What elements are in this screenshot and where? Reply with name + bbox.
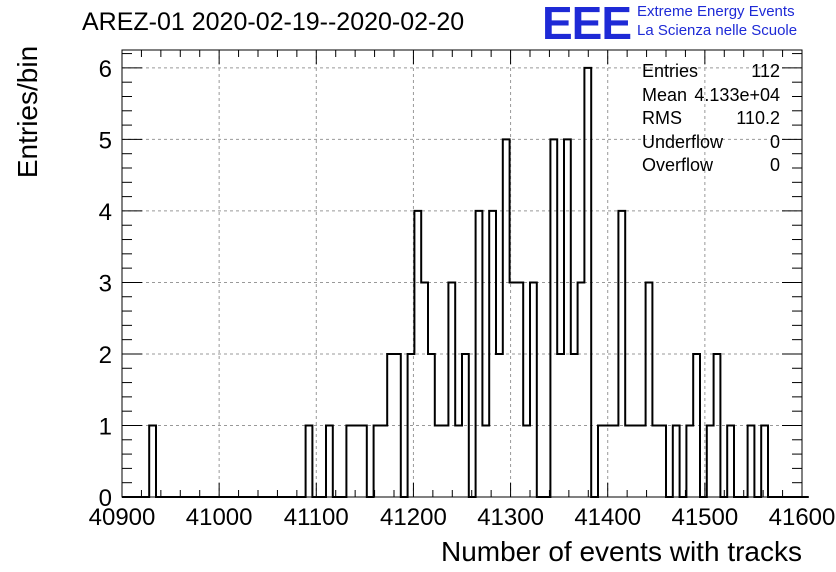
y-axis-label: Entries/bin bbox=[12, 45, 44, 179]
histogram-bin bbox=[360, 425, 367, 497]
histogram-bin bbox=[516, 282, 523, 497]
histogram-bin bbox=[374, 425, 381, 497]
histogram-bin bbox=[421, 282, 428, 497]
stat-rms: RMS 110.2 bbox=[642, 108, 780, 128]
histogram-bin bbox=[612, 425, 619, 497]
histogram-bin bbox=[503, 139, 510, 497]
histogram-bin bbox=[707, 425, 714, 497]
x-tick-label: 41000 bbox=[186, 504, 253, 531]
x-tick-label: 41300 bbox=[477, 504, 544, 531]
stat-underflow: Underflow 0 bbox=[642, 131, 780, 152]
y-tick-label: 2 bbox=[99, 342, 112, 369]
stat-mean: Mean 4.133e+04 bbox=[642, 84, 780, 105]
stat-entries: Entries 112 bbox=[642, 61, 780, 81]
histogram-bin bbox=[748, 425, 755, 497]
x-tick-label: 41100 bbox=[284, 504, 349, 531]
histogram-bin bbox=[380, 425, 387, 497]
chart-title: AREZ-01 2020-02-19--2020-02-20 bbox=[82, 8, 465, 36]
histogram-bin bbox=[686, 425, 693, 497]
histogram-bin bbox=[673, 425, 680, 497]
histogram-bin bbox=[149, 425, 156, 497]
histogram-bin bbox=[435, 425, 442, 497]
histogram-bin bbox=[326, 425, 333, 497]
histogram-bin bbox=[761, 425, 768, 497]
histogram-bin bbox=[639, 425, 646, 497]
histogram-bin bbox=[306, 425, 313, 497]
x-tick-label: 41400 bbox=[574, 504, 641, 531]
tick-labels: 40900 41000 41100 41200 41300 41400 41500 41600… bbox=[89, 56, 836, 531]
histogram-bin bbox=[578, 282, 585, 497]
stats-box: Entries 112 Mean 4.133e+04 RMS 110.2 Underf… bbox=[642, 60, 780, 178]
histogram-bin bbox=[727, 425, 734, 497]
x-tick-label: 40900 bbox=[89, 504, 156, 531]
histogram-bin bbox=[659, 425, 666, 497]
y-tick-label: 4 bbox=[99, 199, 112, 226]
eee-brand-text: Extreme Energy Events La Scienza nelle S… bbox=[637, 2, 797, 40]
histogram-bin bbox=[448, 282, 455, 497]
x-tick-label: 41200 bbox=[380, 504, 447, 531]
axis-ticks bbox=[121, 50, 803, 498]
histogram-bin bbox=[598, 425, 605, 497]
histogram-bin bbox=[530, 282, 537, 497]
histogram-outline bbox=[122, 66, 809, 498]
histogram-bin bbox=[523, 425, 530, 497]
grid-lines bbox=[122, 50, 802, 497]
y-tick-label: 3 bbox=[99, 270, 112, 297]
histogram-bin bbox=[632, 425, 639, 497]
brand-line-1: Extreme Energy Events bbox=[637, 3, 795, 20]
histogram-bin bbox=[564, 139, 571, 497]
stat-overflow: Overflow 0 bbox=[642, 155, 780, 175]
y-tick-label: 6 bbox=[99, 56, 112, 83]
histogram-bin bbox=[625, 425, 632, 497]
histogram-bin bbox=[482, 425, 489, 497]
histogram-bin bbox=[646, 282, 653, 497]
y-tick-label: 5 bbox=[99, 127, 112, 154]
x-tick-label: 41600 bbox=[769, 504, 836, 531]
brand-line-2: La Scienza nelle Scuole bbox=[637, 22, 798, 39]
y-tick-label: 0 bbox=[99, 485, 112, 512]
eee-logo: EEE bbox=[542, 0, 632, 49]
histogram-bin bbox=[550, 139, 557, 497]
histogram-bin bbox=[346, 425, 353, 497]
histogram-bin bbox=[652, 425, 659, 497]
histogram-bin bbox=[353, 425, 360, 497]
y-tick-label: 1 bbox=[99, 413, 112, 440]
x-tick-label: 41500 bbox=[671, 504, 738, 531]
histogram-bin bbox=[442, 425, 449, 497]
histogram-bin bbox=[455, 425, 462, 497]
plot-frame bbox=[121, 49, 803, 498]
x-axis-label: Number of events with tracks bbox=[440, 536, 802, 567]
